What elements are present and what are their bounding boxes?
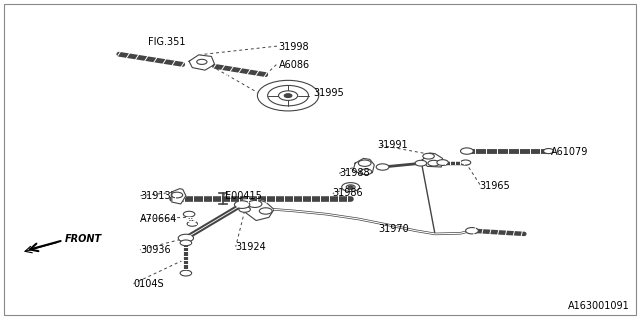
Polygon shape bbox=[189, 55, 214, 70]
Text: 31991: 31991 bbox=[378, 140, 408, 150]
Text: FIG.351: FIG.351 bbox=[148, 37, 185, 47]
Text: 31988: 31988 bbox=[339, 168, 370, 178]
Circle shape bbox=[257, 80, 319, 111]
Circle shape bbox=[358, 160, 371, 166]
Circle shape bbox=[284, 94, 292, 98]
Circle shape bbox=[180, 240, 191, 246]
Circle shape bbox=[180, 270, 191, 276]
Text: 31970: 31970 bbox=[379, 224, 410, 235]
Text: 31986: 31986 bbox=[333, 188, 364, 198]
Circle shape bbox=[423, 153, 435, 159]
Circle shape bbox=[248, 200, 262, 207]
Circle shape bbox=[543, 148, 554, 154]
Circle shape bbox=[348, 186, 353, 188]
Polygon shape bbox=[172, 189, 186, 204]
Circle shape bbox=[278, 91, 298, 100]
Circle shape bbox=[376, 164, 389, 170]
Text: A61079: A61079 bbox=[551, 147, 589, 157]
Circle shape bbox=[259, 208, 272, 214]
Circle shape bbox=[415, 160, 427, 166]
Circle shape bbox=[239, 206, 250, 212]
Text: 31998: 31998 bbox=[278, 42, 309, 52]
Text: E00415: E00415 bbox=[225, 191, 262, 201]
Text: FRONT: FRONT bbox=[65, 234, 102, 244]
Circle shape bbox=[461, 160, 470, 165]
Circle shape bbox=[466, 228, 478, 234]
Text: A70664: A70664 bbox=[140, 214, 177, 224]
Circle shape bbox=[461, 148, 473, 154]
Circle shape bbox=[196, 59, 207, 64]
Circle shape bbox=[268, 85, 308, 106]
Text: 31924: 31924 bbox=[236, 242, 266, 252]
Text: 31965: 31965 bbox=[479, 181, 511, 191]
Circle shape bbox=[234, 201, 250, 208]
Polygon shape bbox=[353, 158, 374, 174]
Polygon shape bbox=[422, 153, 443, 167]
Circle shape bbox=[187, 221, 197, 226]
Circle shape bbox=[172, 192, 182, 198]
Text: A163001091: A163001091 bbox=[568, 301, 630, 311]
Circle shape bbox=[428, 160, 440, 166]
Text: 31913: 31913 bbox=[140, 191, 170, 201]
Circle shape bbox=[183, 211, 195, 217]
Polygon shape bbox=[242, 198, 274, 220]
Text: 30936: 30936 bbox=[140, 245, 170, 255]
Circle shape bbox=[346, 185, 355, 189]
Circle shape bbox=[360, 169, 372, 175]
Text: A6086: A6086 bbox=[278, 60, 310, 70]
Text: 0104S: 0104S bbox=[134, 279, 164, 289]
Circle shape bbox=[342, 183, 360, 192]
Circle shape bbox=[437, 160, 449, 165]
Circle shape bbox=[178, 234, 193, 242]
Text: 31995: 31995 bbox=[314, 88, 344, 98]
